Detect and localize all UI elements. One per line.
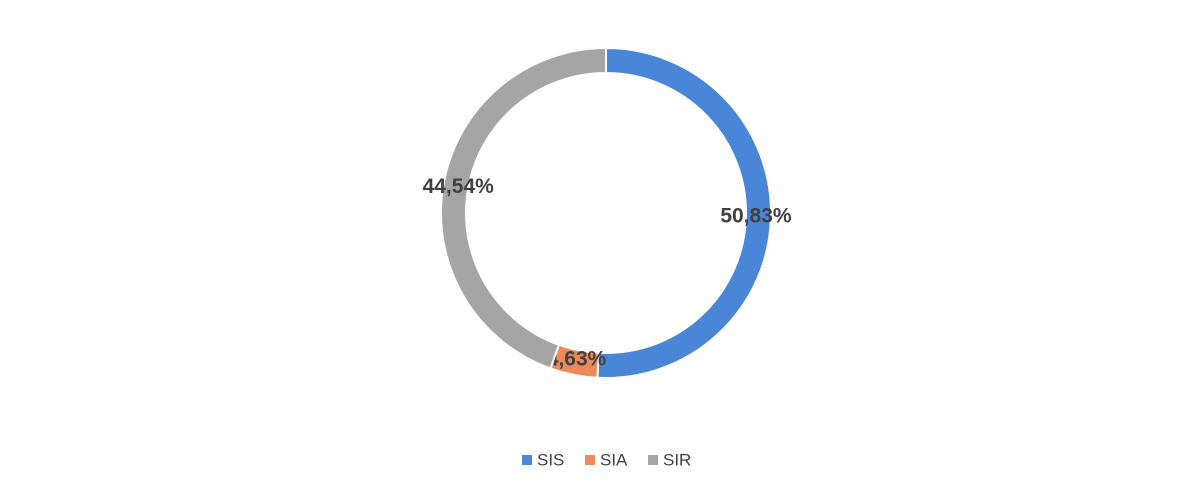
legend-label: SIA xyxy=(600,450,628,469)
legend-marker xyxy=(522,455,532,465)
legend-label: SIS xyxy=(537,450,564,469)
donut-slice xyxy=(440,46,607,370)
data-label: 4,63% xyxy=(547,348,607,371)
legend-label: SIR xyxy=(663,450,691,469)
legend-marker xyxy=(648,455,658,465)
data-label: 44,54% xyxy=(423,175,495,198)
legend-marker xyxy=(585,455,595,465)
data-label: 50,83% xyxy=(720,204,792,227)
